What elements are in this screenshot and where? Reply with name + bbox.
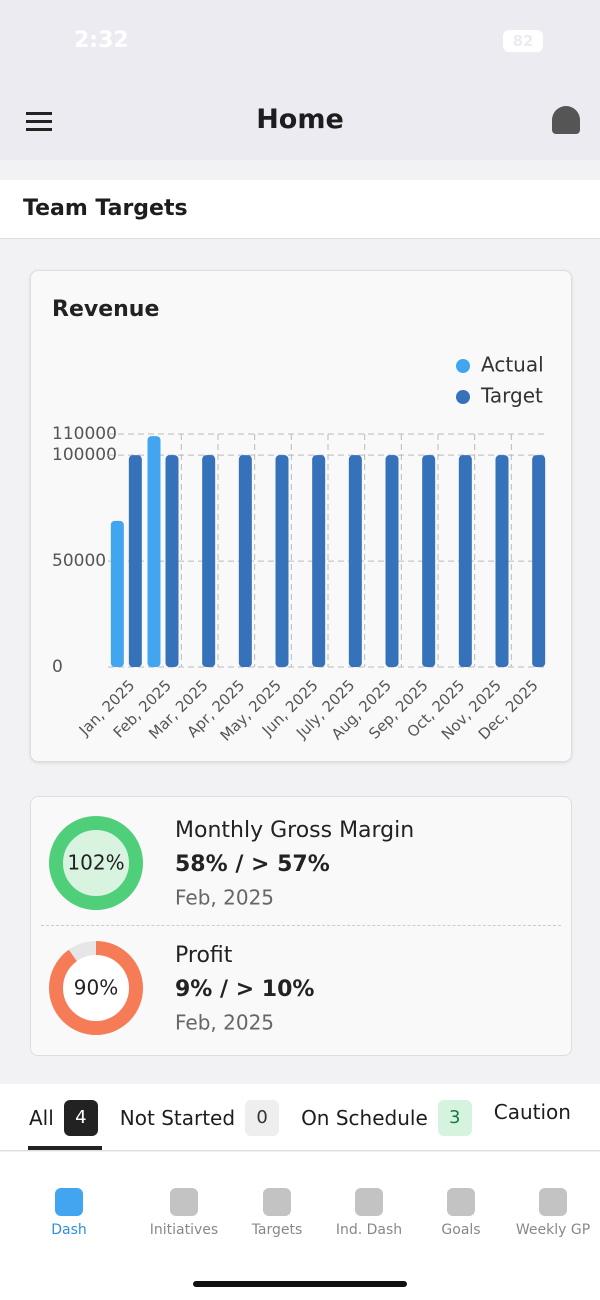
y-tick-label: 0	[52, 657, 63, 677]
bar	[147, 436, 161, 667]
nav-icon[interactable]	[447, 1188, 475, 1216]
ring-label: 90%	[74, 976, 118, 1000]
nav-icon[interactable]	[539, 1188, 567, 1216]
bar	[422, 455, 436, 667]
nav-icon[interactable]	[55, 1188, 83, 1216]
bar	[495, 455, 509, 667]
bar	[458, 455, 472, 667]
kpi-value: 58% / > 57%	[175, 852, 330, 877]
legend-swatch	[456, 390, 470, 404]
section-title: Team Targets	[23, 196, 188, 221]
kpi-rings: 102% Monthly Gross Margin 58% / > 57% Feb, …	[49, 816, 414, 1035]
chart-card	[30, 270, 572, 762]
bar	[110, 520, 124, 667]
ring-progress	[49, 816, 143, 910]
legend-swatch	[456, 359, 470, 373]
tab[interactable]: Not Started 0	[119, 1100, 280, 1136]
battery: 82	[503, 30, 543, 52]
nav-label[interactable]: Ind. Dash	[335, 1222, 403, 1238]
time: 2:32	[74, 28, 129, 53]
tab-count: 4	[63, 1100, 98, 1136]
top-bar: 2:32 82 Home	[0, 0, 600, 160]
ring-progress	[49, 941, 143, 1035]
nav-label[interactable]: Dash	[51, 1222, 87, 1238]
tab-count: 0	[245, 1100, 280, 1136]
y-tick-label: 100000	[52, 445, 117, 465]
kpi-date: Feb, 2025	[175, 1011, 274, 1035]
nav-icon[interactable]	[355, 1188, 383, 1216]
tab-label: Not Started	[119, 1106, 236, 1130]
ring-label: 102%	[67, 851, 124, 875]
tab-bar: All 4 Not Started 0 On Schedule 3 Caution	[0, 1084, 600, 1151]
legend-label: Target	[480, 384, 543, 408]
bottom-nav: Dash Initiatives Targets Ind. Dash Goals Week…	[0, 1152, 600, 1300]
tab-label: Caution	[493, 1100, 571, 1124]
chart-title: Revenue	[52, 297, 159, 322]
bar	[312, 455, 326, 667]
tab[interactable]: On Schedule 3	[301, 1100, 472, 1136]
home-indicator	[193, 1281, 407, 1287]
tab[interactable]: Caution	[494, 1100, 571, 1124]
bar	[275, 455, 289, 667]
tab[interactable]: All 4	[29, 1100, 98, 1136]
kpi-title: Profit	[175, 943, 233, 968]
nav-label[interactable]: Initiatives	[149, 1222, 219, 1238]
nav-label[interactable]: Targets	[251, 1222, 303, 1238]
nav-icon[interactable]	[170, 1188, 198, 1216]
bar	[238, 455, 252, 667]
nav-label[interactable]: Weekly GP	[515, 1222, 591, 1238]
nav-icon[interactable]	[263, 1188, 291, 1216]
bar	[348, 455, 362, 667]
bar	[385, 455, 399, 667]
kpi-title: Monthly Gross Margin	[175, 818, 414, 843]
kpi-date: Feb, 2025	[175, 886, 274, 910]
tab-count: 3	[437, 1100, 472, 1136]
tab-underline	[28, 1146, 102, 1150]
nav-label[interactable]: Goals	[441, 1222, 481, 1238]
tab-label: All	[29, 1106, 54, 1130]
legend-label: Actual	[481, 353, 544, 377]
page-title: Home	[256, 104, 344, 135]
divider	[41, 925, 561, 926]
bar	[128, 455, 142, 667]
section-header: Team Targets	[0, 180, 600, 239]
y-tick-label: 50000	[52, 551, 106, 571]
notification-bell[interactable]	[552, 106, 580, 134]
tab-label: On Schedule	[301, 1106, 428, 1130]
kpi-value: 9% / > 10%	[175, 977, 314, 1002]
bar	[165, 455, 179, 667]
bar	[202, 455, 216, 667]
y-tick-label: 110000	[52, 424, 117, 444]
bar	[532, 455, 546, 667]
menu-button[interactable]	[26, 112, 52, 115]
